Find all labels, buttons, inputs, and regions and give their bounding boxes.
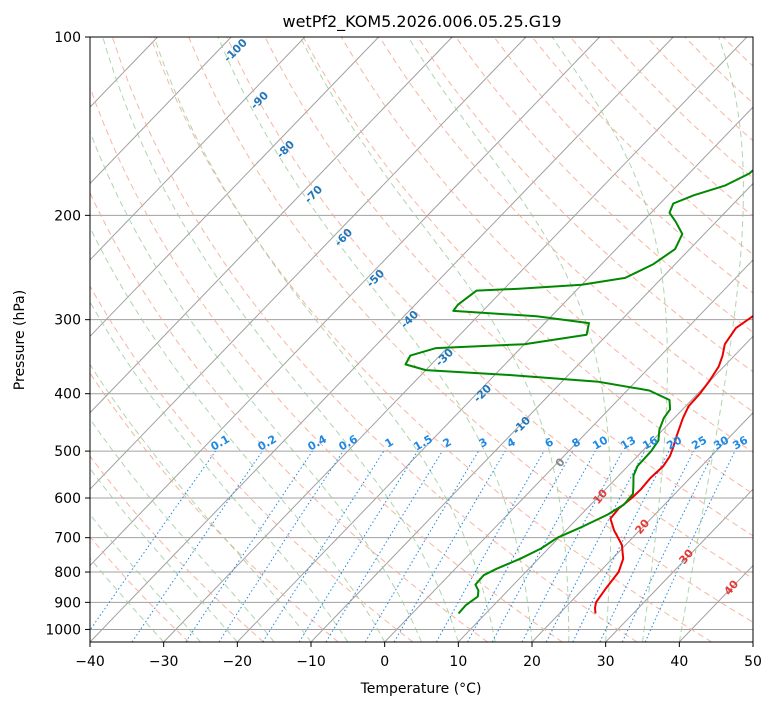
dry-adiabat-line <box>493 37 753 294</box>
moist-adiabat-line <box>407 37 612 642</box>
moist-adiabat-line <box>90 418 275 642</box>
isotherm-line <box>90 37 232 185</box>
plot-frame <box>89 36 754 643</box>
dry-adiabat-line <box>90 285 414 642</box>
mixing-ratio-line <box>435 450 545 642</box>
y-tick-label: 100 <box>54 30 81 46</box>
x-tick-label: −30 <box>149 654 179 670</box>
mixing-ratio-line <box>218 450 344 642</box>
y-axis-label: Pressure (hPa) <box>12 290 28 390</box>
moist-adiabat-line <box>678 37 744 642</box>
mixing-ratio-line <box>262 450 385 642</box>
mixing-ratio-line <box>491 450 596 642</box>
isotherm-line <box>531 412 753 642</box>
dry-adiabat-line <box>150 37 712 642</box>
dry-adiabat-line <box>90 372 339 642</box>
moist-adiabat-line <box>551 37 668 642</box>
isotherm-line <box>384 259 753 642</box>
x-tick-label: −40 <box>75 654 105 670</box>
dewpoint-profile-line <box>404 169 753 615</box>
mixing-ratio-line <box>131 450 263 642</box>
isotherm-line <box>605 488 753 642</box>
mixing-ratio-line <box>325 450 443 642</box>
y-tick-label: 900 <box>54 595 81 611</box>
dry-adiabat-line <box>90 85 563 642</box>
x-tick-label: 0 <box>380 654 389 670</box>
isotherm-line <box>90 37 306 261</box>
x-axis-label: Temperature (°C) <box>360 681 482 697</box>
dry-adiabat-line <box>111 37 638 642</box>
x-tick-label: 20 <box>523 654 541 670</box>
mixing-ratio-line <box>185 450 313 642</box>
temperature-profile-line <box>594 314 753 614</box>
isotherm-line <box>90 37 453 414</box>
mixing-ratio-line <box>572 450 670 642</box>
x-tick-label: 30 <box>597 654 615 670</box>
dry-adiabat-line <box>188 37 753 623</box>
mixing-ratio-line <box>298 450 419 642</box>
dry-adiabat-line <box>90 191 488 642</box>
y-tick-label: 200 <box>54 208 81 224</box>
mixing-ratio-line <box>599 450 695 642</box>
mixing-ratio-line <box>90 450 217 632</box>
moist-adiabat-line <box>153 37 496 642</box>
x-tick-label: 40 <box>670 654 688 670</box>
isotherm-line <box>236 106 753 642</box>
x-tick-label: 50 <box>744 654 762 670</box>
y-tick-label: 1000 <box>45 622 81 638</box>
y-tick-label: 800 <box>54 565 81 581</box>
dry-adiabat-line <box>90 455 264 642</box>
y-tick-label: 300 <box>54 313 81 329</box>
y-tick-label: 500 <box>54 444 81 460</box>
moist-adiabat-line <box>90 363 312 642</box>
moist-adiabat-line <box>90 467 238 642</box>
chart-title: wetPf2_KOM5.2026.006.05.25.G19 <box>282 12 561 32</box>
moist-adiabat-line <box>90 301 349 642</box>
isotherm-line <box>90 37 527 490</box>
dry-adiabat-line <box>455 37 753 333</box>
isotherm-line <box>90 37 379 338</box>
moist-adiabat-line <box>217 37 533 642</box>
x-tick-label: 10 <box>449 654 467 670</box>
isotherm-line <box>163 37 748 642</box>
y-tick-label: 600 <box>54 491 81 507</box>
isotherm-line <box>90 37 600 567</box>
moist-adiabat-line <box>102 37 459 642</box>
x-tick-label: −10 <box>296 654 326 670</box>
y-tick-label: 400 <box>54 387 81 403</box>
y-tick-label: 700 <box>54 531 81 547</box>
isotherm-line <box>457 335 753 642</box>
moist-adiabat-line <box>90 130 422 642</box>
moist-adiabat-line <box>90 226 386 642</box>
x-tick-label: −20 <box>223 654 253 670</box>
moist-adiabat-line <box>299 37 570 642</box>
